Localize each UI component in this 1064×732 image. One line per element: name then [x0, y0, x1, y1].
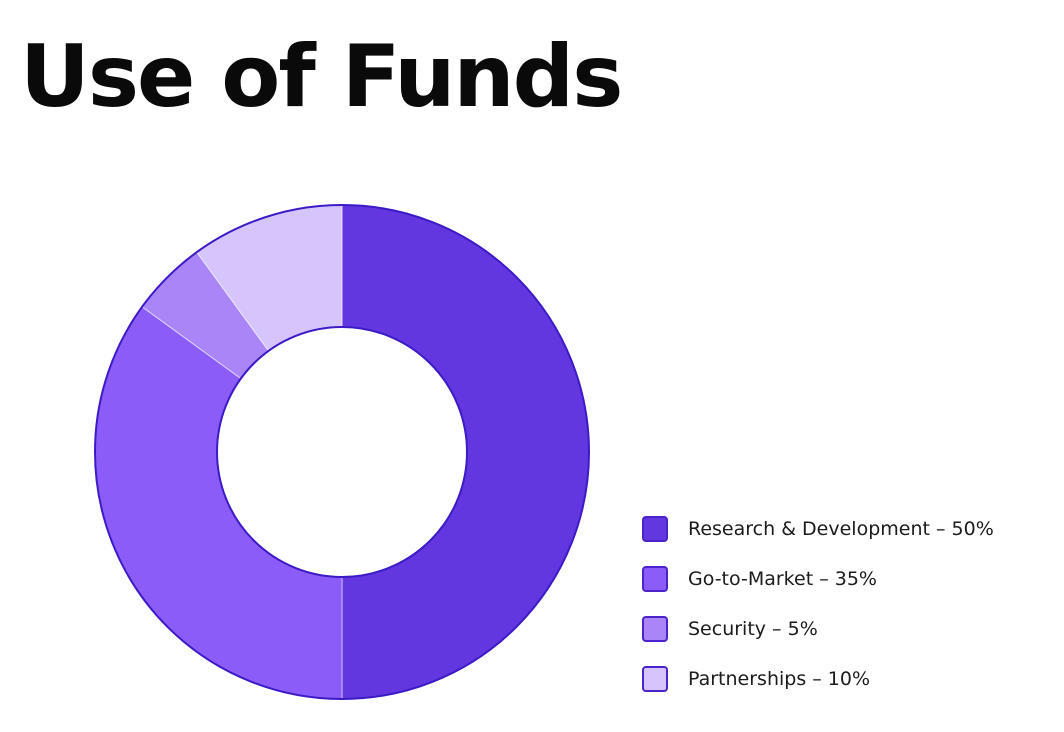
legend-label: Research & Development – 50% [688, 518, 994, 540]
legend-swatch [642, 666, 668, 692]
slices-group [94, 204, 590, 700]
legend-label: Security – 5% [688, 618, 818, 640]
chart-title: Use of Funds [20, 27, 623, 127]
legend-item-research-and-development: Research & Development – 50% [642, 512, 994, 546]
inner-ring-outline [216, 326, 468, 578]
legend-label: Partnerships – 10% [688, 668, 871, 690]
outer-ring-outline [94, 204, 590, 700]
legend-item-partnerships: Partnerships – 10% [642, 662, 994, 696]
legend-swatch [642, 616, 668, 642]
legend-item-security: Security – 5% [642, 612, 994, 646]
legend-swatch [642, 566, 668, 592]
legend-item-go-to-market: Go-to-Market – 35% [642, 562, 994, 596]
legend-swatch [642, 516, 668, 542]
chart-legend: Research & Development – 50% Go-to-Market… [642, 512, 994, 712]
legend-label: Go-to-Market – 35% [688, 568, 877, 590]
